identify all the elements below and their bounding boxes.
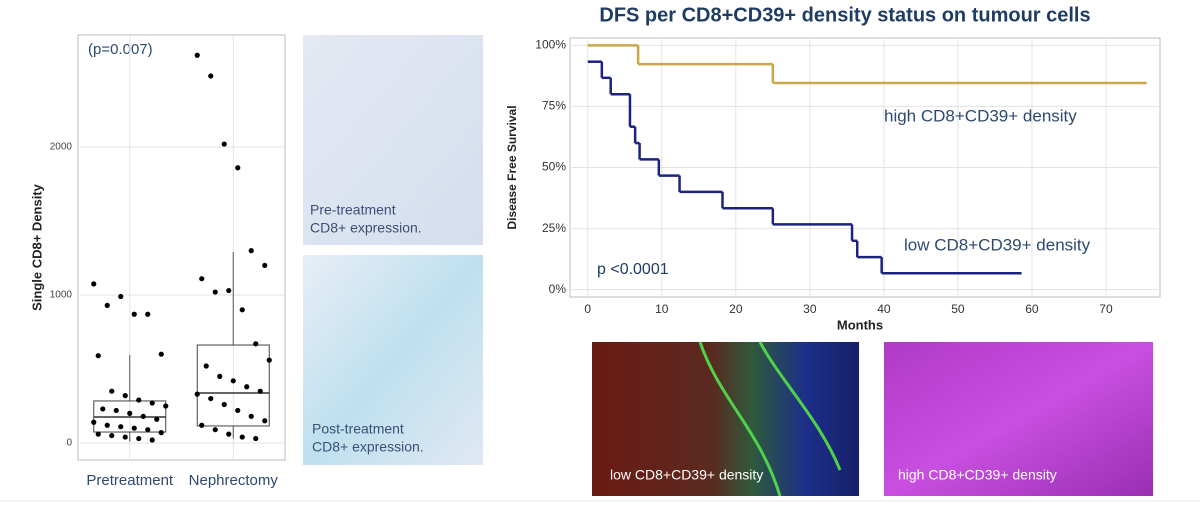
- series-label: high CD8+CD39+ density: [884, 106, 1077, 125]
- point: [104, 422, 110, 428]
- image-caption: CD8+ expression.: [310, 220, 422, 236]
- x-tick-label: Nephrectomy: [189, 472, 279, 489]
- point: [208, 395, 214, 402]
- y-tick-label: 50%: [542, 160, 566, 174]
- point: [239, 434, 245, 440]
- image-caption: Post-treatment: [312, 421, 404, 437]
- image-texture: [698, 341, 842, 497]
- point: [226, 431, 232, 437]
- image-caption: low CD8+CD39+ density: [610, 467, 763, 483]
- point: [122, 434, 128, 440]
- point: [131, 311, 137, 317]
- y-tick-label: 0%: [549, 282, 567, 296]
- point: [145, 427, 151, 433]
- point: [127, 410, 133, 416]
- point: [154, 416, 160, 422]
- point: [109, 388, 115, 394]
- x-tick-label: 0: [584, 302, 591, 316]
- image-caption: Pre-treatment: [310, 202, 396, 218]
- micrograph: [303, 35, 483, 245]
- point: [199, 422, 205, 428]
- y-tick-label: 0: [66, 438, 72, 449]
- point: [235, 407, 241, 414]
- point: [136, 397, 142, 403]
- point: [158, 430, 164, 436]
- micrograph: [884, 342, 1153, 496]
- point: [149, 400, 155, 406]
- point: [145, 311, 151, 317]
- point: [95, 431, 101, 437]
- point: [248, 248, 254, 254]
- point: [217, 373, 223, 379]
- point: [212, 289, 218, 295]
- x-axis-label: Months: [837, 317, 883, 332]
- point: [212, 427, 218, 433]
- point: [149, 437, 155, 443]
- annotation: (p=0.007): [88, 41, 153, 58]
- point: [122, 393, 128, 399]
- point: [230, 378, 236, 384]
- y-tick-label: 100%: [535, 38, 566, 52]
- point: [131, 425, 137, 431]
- point: [136, 435, 142, 442]
- point: [248, 413, 254, 419]
- y-tick-label: 2000: [50, 142, 73, 153]
- point: [253, 435, 259, 442]
- x-tick-label: 50: [951, 302, 965, 316]
- x-tick-label: 20: [729, 302, 743, 316]
- chart-title: DFS per CD8+CD39+ density status on tumo…: [599, 4, 1090, 26]
- point: [235, 165, 241, 171]
- x-tick-label: 10: [655, 302, 669, 316]
- point: [118, 293, 124, 300]
- x-tick-label: 40: [877, 302, 891, 316]
- y-tick-label: 1000: [50, 290, 73, 301]
- y-tick-label: 75%: [542, 99, 566, 113]
- point: [95, 353, 101, 359]
- point: [239, 307, 245, 313]
- point: [91, 419, 97, 425]
- point: [262, 418, 268, 424]
- image-caption: CD8+ expression.: [312, 439, 424, 455]
- point: [113, 407, 119, 414]
- point: [244, 384, 250, 390]
- point: [194, 391, 200, 397]
- micrograph: [303, 255, 483, 465]
- point: [203, 363, 209, 369]
- point: [199, 276, 205, 282]
- point: [221, 141, 227, 147]
- plot-frame: [77, 34, 286, 461]
- point: [208, 73, 214, 79]
- point: [253, 341, 259, 347]
- y-axis-label: Disease Free Survival: [505, 105, 519, 229]
- series-label: low CD8+CD39+ density: [904, 235, 1091, 254]
- point: [91, 281, 97, 287]
- x-tick-label: 30: [803, 302, 817, 316]
- y-axis-label: Single CD8+ Density: [29, 183, 44, 311]
- point: [118, 424, 124, 430]
- point: [158, 351, 164, 357]
- point: [226, 287, 232, 294]
- point: [221, 401, 227, 408]
- x-tick-label: Pretreatment: [86, 472, 174, 489]
- point: [262, 262, 268, 269]
- point: [257, 388, 263, 394]
- image-caption: high CD8+CD39+ density: [898, 467, 1057, 483]
- point: [104, 302, 110, 308]
- point: [194, 52, 200, 58]
- y-tick-label: 25%: [542, 221, 566, 235]
- point: [266, 357, 272, 363]
- point: [100, 406, 106, 412]
- point: [163, 403, 169, 409]
- x-tick-label: 60: [1025, 302, 1039, 316]
- x-tick-label: 70: [1099, 302, 1113, 316]
- micrograph: [592, 342, 859, 496]
- point: [140, 413, 146, 419]
- point: [109, 432, 115, 439]
- annotation: p <0.0001: [597, 261, 669, 278]
- box: [196, 344, 270, 427]
